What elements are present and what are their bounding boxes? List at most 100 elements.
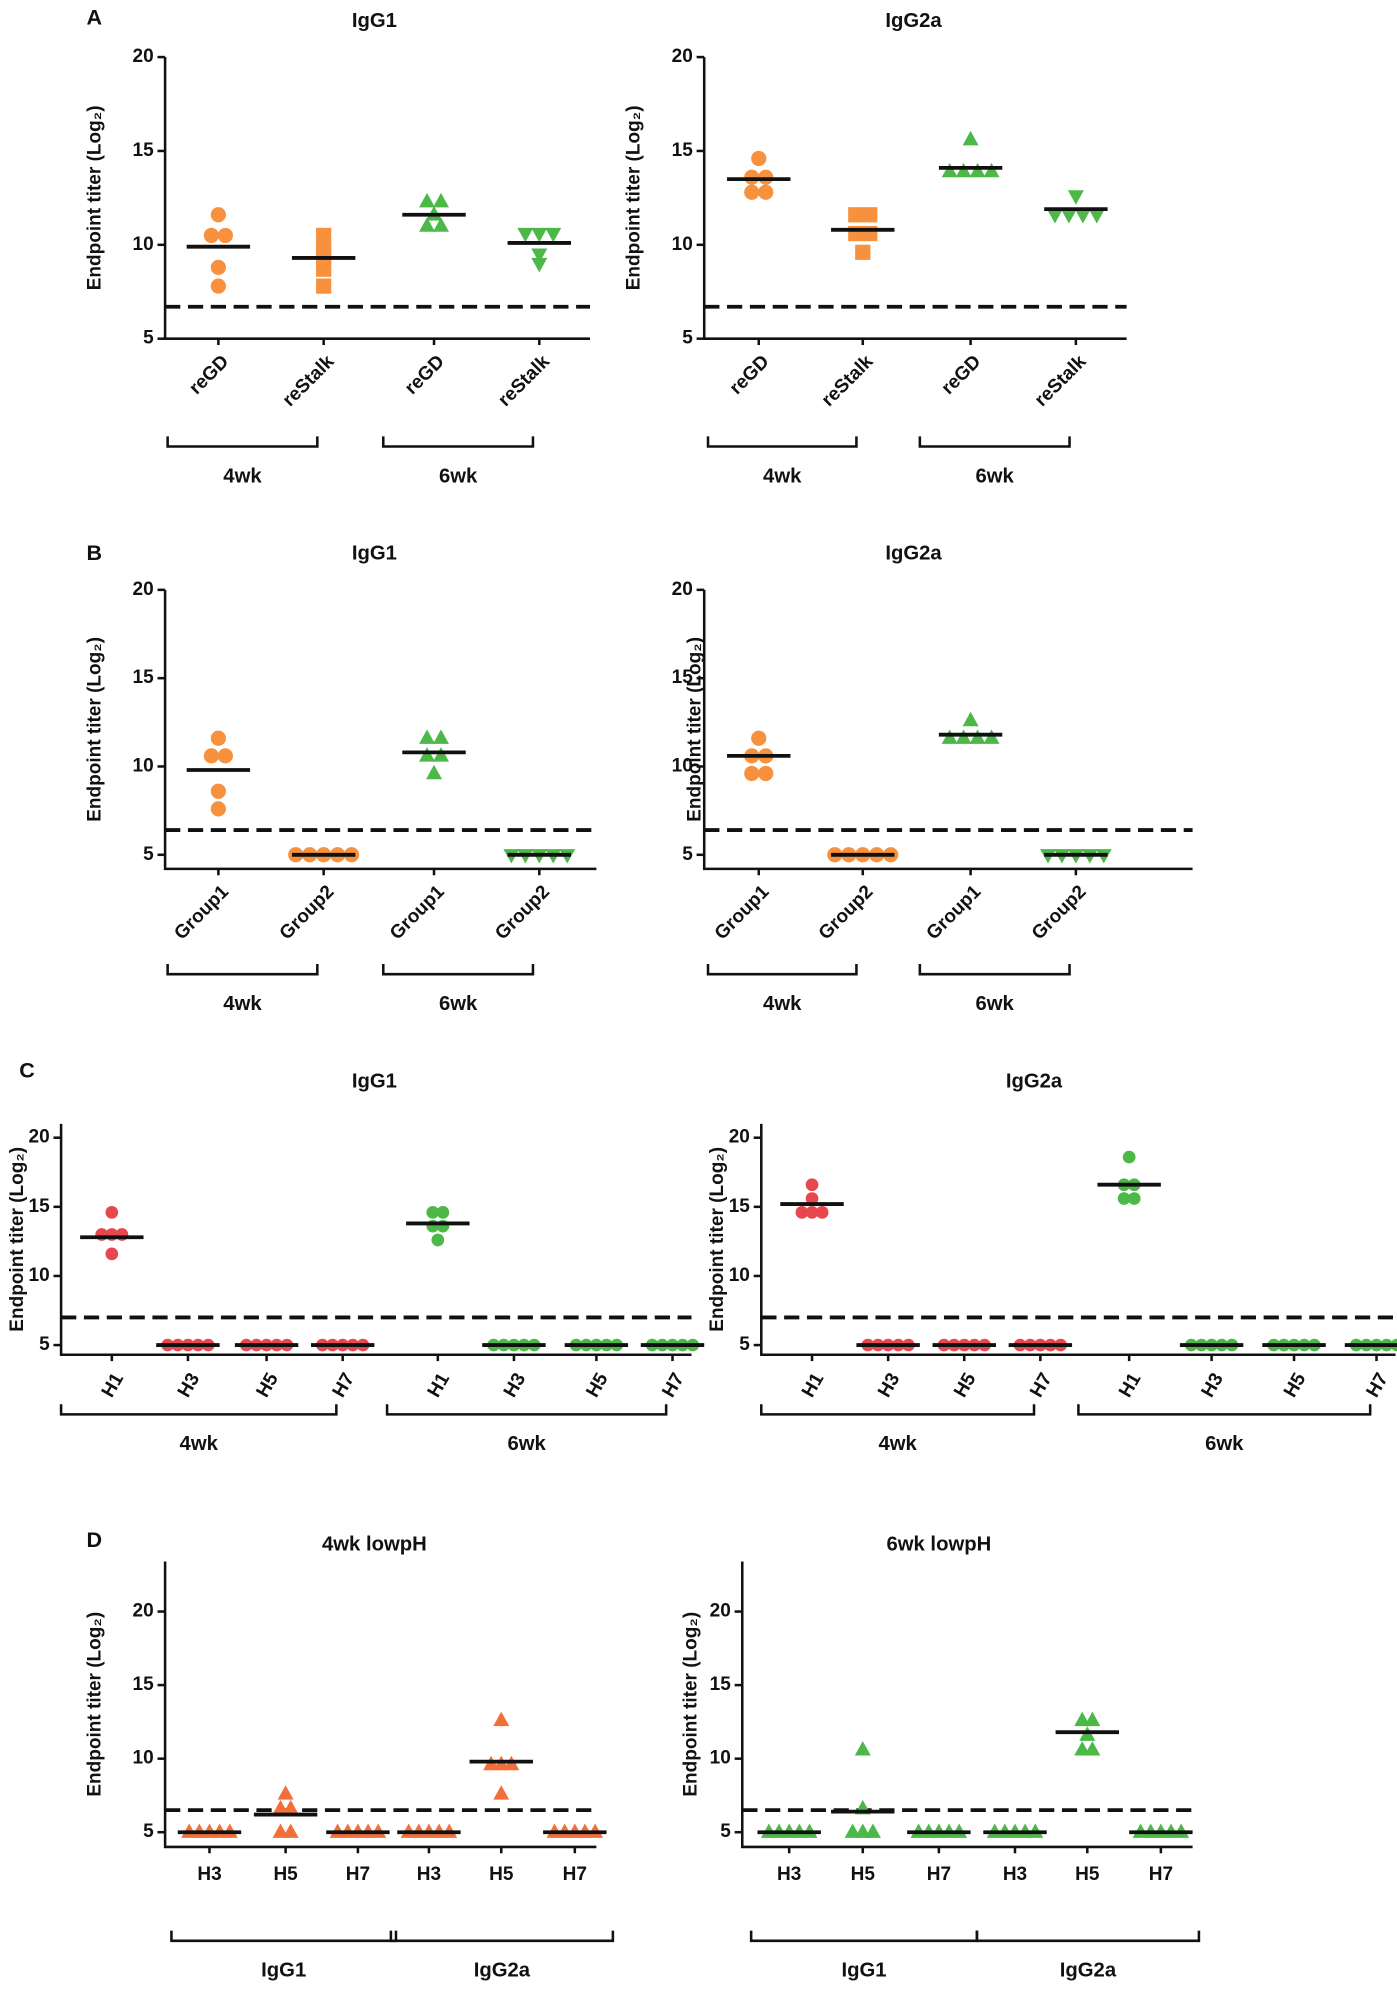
y-axis-label: Endpoint titer (Log₂) — [684, 637, 705, 822]
group-bracket — [389, 1930, 615, 1943]
panel-letter: A — [86, 5, 102, 30]
x-tick-label: reStalk — [494, 351, 554, 411]
y-tick-label: 10 — [133, 1748, 154, 1769]
x-tick-label: H7 — [329, 1370, 359, 1402]
group-bracket — [975, 1930, 1201, 1943]
group-label: 6wk — [1205, 1433, 1244, 1455]
point — [744, 184, 760, 200]
point — [844, 1823, 861, 1838]
point — [969, 162, 986, 178]
y-tick-label: 15 — [29, 1196, 51, 1217]
point — [419, 217, 436, 232]
axes — [163, 57, 591, 340]
group-bracket — [59, 1404, 338, 1416]
x-tick-label: H5 — [489, 1864, 514, 1885]
point — [203, 748, 220, 764]
y-tick-label: 10 — [710, 1748, 731, 1769]
point — [210, 259, 226, 275]
axes — [163, 1561, 597, 1849]
y-tick-label: 20 — [672, 46, 693, 67]
point — [531, 227, 548, 243]
y-tick-label: 5 — [143, 1821, 154, 1842]
y-axis-label: Endpoint titer (Log₂) — [84, 1612, 105, 1797]
x-tick-label: Group1 — [386, 881, 449, 944]
x-tick-label: H3 — [174, 1370, 204, 1402]
group-bracket — [382, 964, 535, 976]
y-axis-label: Endpoint titer (Log₂) — [681, 1612, 702, 1797]
y-tick-label: 10 — [133, 756, 154, 777]
point — [282, 1823, 299, 1838]
x-tick-label: H5 — [582, 1369, 613, 1401]
x-tick-label: H5 — [1075, 1864, 1100, 1885]
group-label: IgG2a — [1060, 1960, 1117, 1982]
x-tick-label: Group2 — [815, 881, 878, 944]
point — [545, 227, 562, 243]
point — [805, 1178, 819, 1192]
point — [210, 730, 226, 746]
x-tick-label: H5 — [851, 1864, 876, 1885]
point — [272, 1823, 289, 1838]
point — [962, 130, 979, 146]
point — [805, 1206, 819, 1219]
x-tick-label: H1 — [98, 1369, 129, 1401]
y-axis-label: Endpoint titer (Log₂) — [707, 1147, 728, 1332]
chart-title: IgG1 — [352, 10, 397, 32]
group-bracket — [166, 436, 319, 448]
point — [426, 1206, 440, 1219]
x-tick-label: H7 — [563, 1864, 587, 1885]
point — [744, 765, 760, 782]
x-tick-label: H7 — [346, 1864, 370, 1885]
y-tick-label: 15 — [672, 140, 694, 161]
y-tick-label: 10 — [672, 234, 693, 255]
x-tick-label: H5 — [950, 1369, 981, 1401]
x-tick-label: H5 — [1280, 1369, 1311, 1401]
point — [955, 729, 972, 744]
x-tick-label: reGD — [401, 351, 449, 399]
point — [433, 747, 449, 762]
x-tick-label: Group2 — [1028, 881, 1091, 944]
point — [210, 801, 226, 817]
x-tick-label: H3 — [417, 1864, 441, 1885]
x-tick-label: H3 — [777, 1864, 801, 1885]
x-tick-label: H5 — [253, 1369, 284, 1401]
x-tick-label: H7 — [927, 1864, 951, 1885]
point — [1088, 209, 1105, 224]
point — [1074, 1711, 1091, 1727]
point — [272, 1799, 289, 1815]
point — [217, 227, 233, 244]
point — [815, 1206, 829, 1219]
axes — [59, 1123, 692, 1357]
y-tick-label: 20 — [133, 1601, 154, 1622]
group-label: 6wk — [507, 1433, 546, 1455]
x-tick-label: H1 — [1115, 1369, 1146, 1401]
axes — [760, 1123, 1396, 1357]
x-tick-label: H1 — [798, 1369, 829, 1401]
point — [854, 1741, 871, 1756]
group-bracket — [706, 964, 858, 976]
point — [210, 278, 226, 294]
point — [1060, 209, 1077, 224]
x-tick-label: Group1 — [923, 881, 986, 944]
panel-letter: C — [19, 1058, 35, 1083]
point — [1084, 1711, 1101, 1727]
point — [941, 729, 958, 744]
point — [1084, 1741, 1101, 1756]
point — [751, 730, 767, 746]
group-label: IgG2a — [474, 1960, 531, 1982]
group-bracket — [170, 1930, 398, 1943]
y-tick-label: 15 — [133, 1674, 155, 1695]
group-bracket — [166, 964, 319, 976]
group-label: 6wk — [976, 993, 1015, 1015]
x-tick-label: Group1 — [170, 881, 233, 944]
chart-title: IgG2a — [1006, 1070, 1063, 1092]
y-tick-label: 15 — [710, 1674, 732, 1695]
point — [433, 192, 449, 208]
point — [431, 1233, 445, 1247]
group-label: 6wk — [439, 465, 478, 487]
group-label: 4wk — [223, 993, 262, 1015]
point — [531, 257, 548, 273]
y-tick-label: 5 — [143, 328, 154, 349]
axes — [163, 589, 597, 871]
y-tick-label: 20 — [29, 1127, 50, 1148]
point — [955, 162, 972, 178]
